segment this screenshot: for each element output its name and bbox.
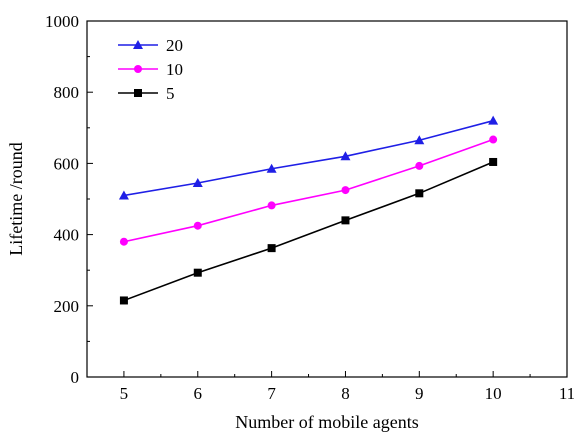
x-tick-label: 8 <box>341 384 350 403</box>
data-point <box>489 135 498 144</box>
series-line <box>123 161 494 302</box>
data-point <box>267 244 276 253</box>
data-point <box>193 221 202 230</box>
series-line <box>123 119 494 197</box>
series-layer <box>118 115 499 305</box>
x-tick-label: 10 <box>485 384 502 403</box>
x-tick-label: 5 <box>120 384 129 403</box>
legend-item: 5 <box>118 84 175 103</box>
data-point <box>119 296 128 305</box>
x-axis-ticks: 5 6 7 8 9 10 11 <box>86 371 574 403</box>
data-point <box>488 115 499 125</box>
y-tick-label: 800 <box>54 83 80 102</box>
x-tick-label: 6 <box>194 384 203 403</box>
series-5 <box>119 157 498 305</box>
legend-label: 20 <box>166 36 183 55</box>
data-point <box>340 151 351 161</box>
legend-label: 10 <box>166 60 183 79</box>
data-point <box>119 237 128 246</box>
x-axis-title: Number of mobile agents <box>235 412 418 432</box>
data-point <box>489 157 498 166</box>
data-point <box>415 189 424 198</box>
legend-item: 20 <box>118 36 183 55</box>
series-20 <box>118 115 499 200</box>
legend-item: 10 <box>118 60 183 79</box>
legend: 20 10 5 <box>118 36 183 103</box>
y-axis-title: Lifetime /round <box>6 142 26 255</box>
y-axis-ticks: 0 200 400 600 800 1000 <box>45 12 93 387</box>
legend-marker <box>134 89 142 97</box>
plot-frame <box>86 20 568 378</box>
data-point <box>266 163 277 173</box>
series-line <box>123 138 494 243</box>
data-point <box>341 186 350 195</box>
y-tick-label: 400 <box>54 226 80 245</box>
data-point <box>118 190 129 200</box>
y-tick-label: 1000 <box>45 12 79 31</box>
y-tick-label: 600 <box>54 154 80 173</box>
y-tick-label: 200 <box>54 297 80 316</box>
data-point <box>192 177 203 187</box>
legend-marker <box>134 65 142 73</box>
x-tick-label: 7 <box>267 384 276 403</box>
series-10 <box>119 135 498 246</box>
data-point <box>414 135 425 145</box>
data-point <box>267 201 276 210</box>
y-tick-label: 0 <box>71 368 80 387</box>
plot-border <box>86 20 568 378</box>
data-point <box>415 161 424 170</box>
data-point <box>193 268 202 277</box>
legend-label: 5 <box>166 84 175 103</box>
data-point <box>341 216 350 225</box>
x-tick-label: 9 <box>415 384 424 403</box>
x-tick-label: 11 <box>559 384 574 403</box>
legend-marker <box>133 40 143 49</box>
